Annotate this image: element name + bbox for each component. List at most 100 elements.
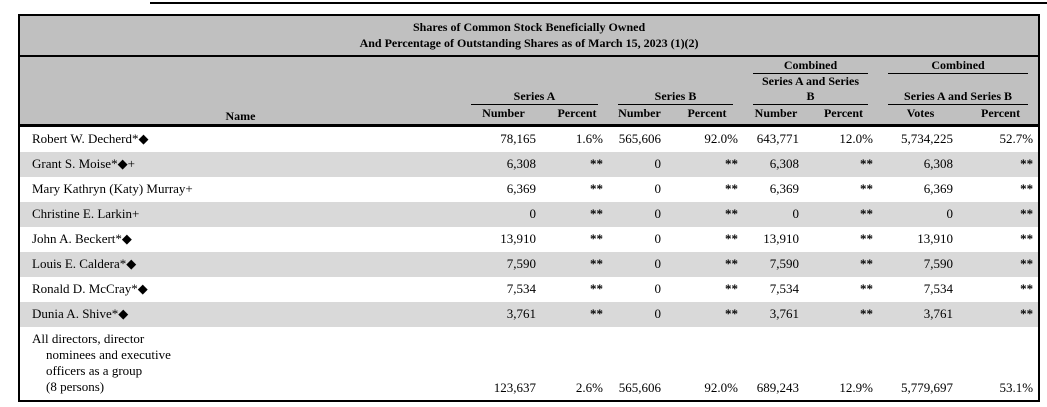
series-b-number-cell: 0 (608, 151, 671, 177)
combined-percent-cell: ** (809, 251, 878, 277)
shareholder-name-cell: Ronald D. McCray*◆ (19, 277, 461, 302)
combined-votes-cell: 6,308 (878, 151, 963, 177)
title-line-1: Shares of Common Stock Beneficially Owne… (413, 20, 646, 34)
combined-votes-percent-cell: ** (963, 201, 1040, 227)
series-a-number-cell: 13,910 (500, 231, 536, 247)
combined-votes-header: Votes (878, 105, 963, 127)
combined-percent-cell: ** (860, 231, 873, 247)
combined-number-cell: 6,308 (743, 151, 809, 177)
series-b-number-cell: 0 (608, 301, 671, 327)
series-a-number-cell: 3,761 (461, 301, 546, 327)
shareholder-name: Grant S. Moise*◆+ (32, 156, 135, 172)
series-b-number-cell: 565,606 (618, 380, 661, 396)
series-b-number-cell: 0 (608, 251, 671, 277)
combined-number-cell: 643,771 (756, 131, 799, 147)
combined-number-cell: 7,590 (743, 251, 809, 277)
series-b-percent-header: Percent (671, 105, 743, 127)
series-b-number-cell: 0 (608, 201, 671, 227)
combined-percent-cell: ** (809, 301, 878, 327)
shareholder-name: Louis E. Caldera*◆ (32, 256, 137, 272)
series-a-percent-cell: 1.6% (575, 131, 603, 147)
series-b-number-cell: 565,606 (618, 131, 661, 147)
ownership-table-container: Shares of Common Stock Beneficially Owne… (18, 14, 1041, 402)
shareholder-name-cell: Dunia A. Shive*◆ (19, 301, 461, 327)
shareholder-name-cell: Christine E. Larkin+ (19, 201, 461, 227)
series-a-percent-cell: ** (590, 281, 603, 297)
combined-percent-cell: ** (809, 151, 878, 177)
ownership-table: Shares of Common Stock Beneficially Owne… (18, 14, 1041, 402)
table-row: Grant S. Moise*◆+ 6,308 ** 0 ** 6,308 ** 6,308 *… (19, 151, 1040, 177)
table-row: Louis E. Caldera*◆ 7,590 ** 0 ** 7,590 ** 7,590… (19, 251, 1040, 277)
combined-percent-cell: ** (860, 281, 873, 297)
table-title-row: Shares of Common Stock Beneficially Owne… (19, 15, 1040, 58)
series-a-number-cell: 7,590 (461, 251, 546, 277)
combined-votes-cell: 0 (878, 201, 963, 227)
combined-votes-cell: 6,369 (923, 181, 953, 197)
column-header-row: Number Percent Number Percent Number Per… (19, 105, 1040, 127)
table-row: Dunia A. Shive*◆ 3,761 ** 0 ** 3,761 ** 3,761 ** (19, 301, 1040, 327)
series-b-percent-cell: ** (671, 251, 743, 277)
series-b-group-header: Series B (608, 74, 743, 106)
combined-shares-group-header: Series A and Series B (743, 74, 878, 106)
series-a-percent-cell: ** (546, 251, 608, 277)
shareholder-name-cell: Louis E. Caldera*◆ (19, 251, 461, 277)
combined-percent-cell: 12.9% (839, 380, 873, 396)
series-b-number-cell: 0 (654, 231, 662, 247)
page-top-rule (150, 2, 1047, 4)
combined-number-cell: 689,243 (756, 380, 799, 396)
series-a-percent-cell: 2.6% (575, 380, 603, 396)
combined-votes-percent-header: Percent (963, 105, 1040, 127)
table-row: Ronald D. McCray*◆ 7,534 ** 0 ** 7,534 ** 7,534… (19, 277, 1039, 302)
series-a-group-header: Series A (461, 74, 608, 106)
series-b-percent-cell: 92.0% (704, 131, 738, 147)
combined-shares-label: Series A and Series B (753, 74, 868, 106)
combined-percent-cell: 12.0% (839, 131, 873, 147)
combined-votes-percent-cell: ** (963, 151, 1040, 177)
shareholder-name: Christine E. Larkin+ (32, 206, 140, 222)
combined-votes-top-header: Combined (878, 56, 1040, 75)
combined-votes-percent-cell: 52.7% (999, 131, 1034, 147)
title-line-2: And Percentage of Outstanding Shares as … (359, 36, 699, 51)
series-a-number-cell: 78,165 (500, 131, 536, 147)
combined-votes-percent-cell: ** (963, 301, 1040, 327)
combined-votes-cell: 7,534 (923, 281, 953, 297)
group-top-header-row: Name Combined Combined (19, 56, 1040, 127)
shareholder-name: John A. Beckert*◆ (32, 231, 132, 247)
series-a-percent-header: Percent (546, 105, 608, 127)
series-a-number-cell: 7,534 (506, 281, 536, 297)
series-a-percent-cell: ** (546, 301, 608, 327)
combined-votes-percent-cell: ** (963, 251, 1040, 277)
shareholder-name-cell: Grant S. Moise*◆+ (19, 151, 461, 177)
combined-percent-cell: ** (809, 201, 878, 227)
combined-votes-cell: 7,590 (878, 251, 963, 277)
combined-number-cell: 0 (743, 201, 809, 227)
shareholder-name-cell: John A. Beckert*◆ (19, 227, 461, 252)
combined-votes-cell: 5,779,697 (901, 380, 953, 396)
combined-number-cell: 7,534 (769, 281, 799, 297)
series-b-percent-cell: ** (725, 281, 738, 297)
series-a-label: Series A (471, 89, 598, 106)
shareholder-name: Robert W. Decherd*◆ (32, 131, 149, 147)
combined-votes-percent-cell: ** (1020, 181, 1034, 197)
series-b-percent-cell: ** (725, 231, 738, 247)
series-a-top-spacer (461, 56, 608, 75)
series-a-number-header: Number (461, 105, 546, 127)
table-row: Mary Kathryn (Katy) Murray+ 6,369 ** 0 ** 6,3… (19, 177, 1039, 202)
shareholder-name-cell: Mary Kathryn (Katy) Murray+ (19, 177, 461, 202)
combined-label: Combined (888, 58, 1029, 75)
combined-shares-top-header: Combined (743, 56, 878, 75)
combined-votes-percent-cell: ** (1020, 281, 1034, 297)
combined-number-cell: 6,369 (769, 181, 799, 197)
combined-percent-header: Percent (809, 105, 878, 127)
combined-votes-group-header: Series A and Series B (878, 74, 1040, 106)
table-row: Robert W. Decherd*◆ 78,165 1.6% 565,606 92.0… (19, 125, 1039, 152)
combined-votes-percent-cell: ** (1020, 231, 1034, 247)
shareholder-name-cell: All directors, director nominees and exe… (19, 327, 461, 401)
combined-votes-percent-cell: 53.1% (999, 380, 1034, 396)
table-row: John A. Beckert*◆ 13,910 ** 0 ** 13,910 ** 13,9… (19, 227, 1039, 252)
combined-number-cell: 3,761 (743, 301, 809, 327)
table-row: Christine E. Larkin+ 0 ** 0 ** 0 ** 0 ** (19, 201, 1040, 227)
shareholder-name: Ronald D. McCray*◆ (32, 281, 148, 297)
series-b-label: Series B (618, 89, 733, 106)
combined-votes-cell: 5,734,225 (901, 131, 953, 147)
